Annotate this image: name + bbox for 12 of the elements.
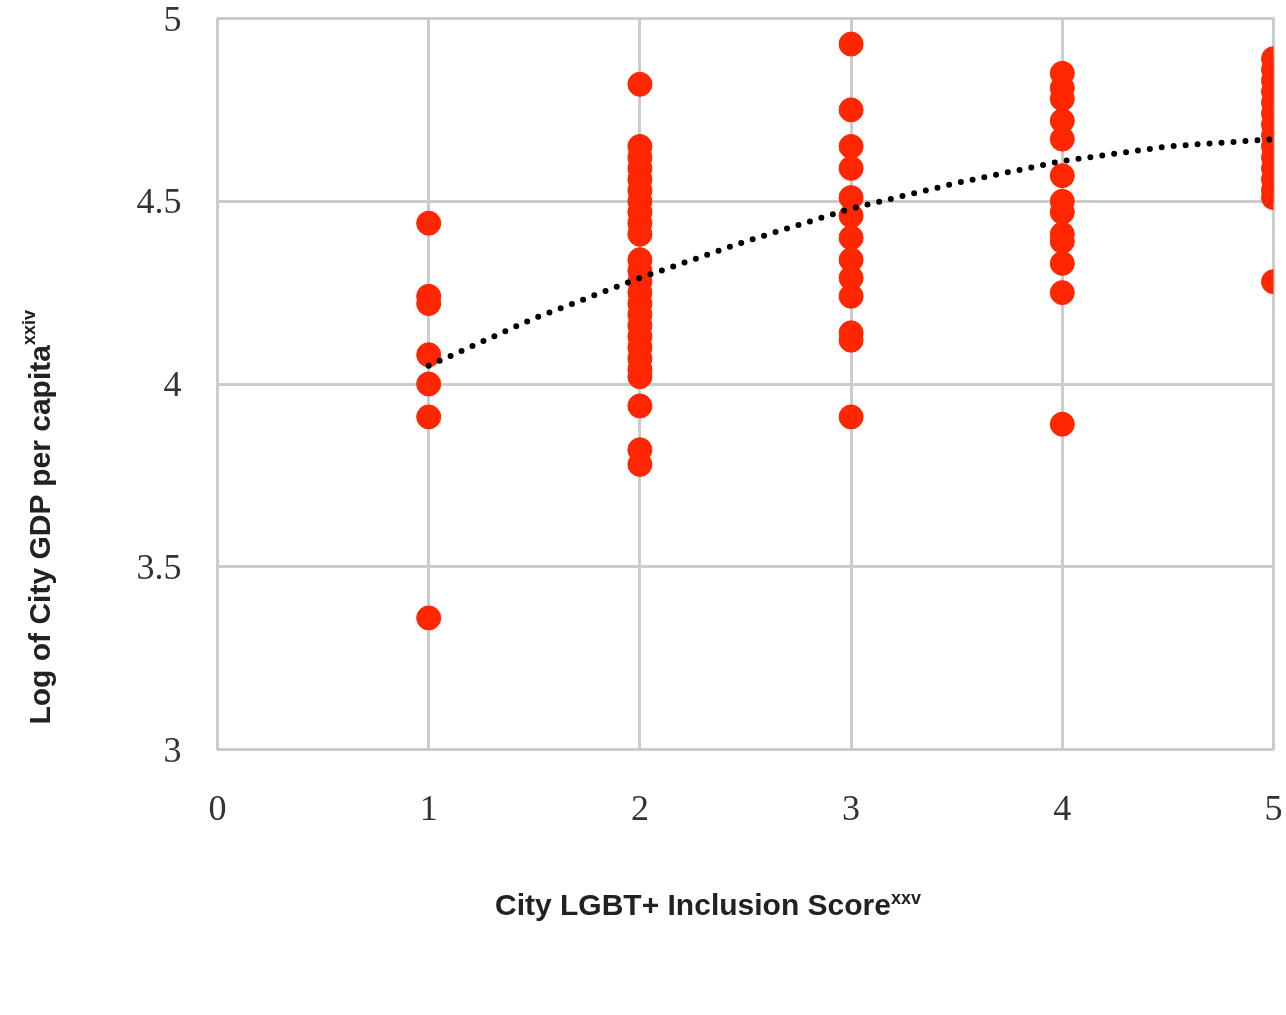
- x-tick-label: 0: [208, 787, 227, 828]
- y-tick-label: 3.5: [136, 546, 182, 587]
- x-tick-label: 3: [842, 787, 861, 828]
- y-tick-label: 3: [163, 729, 182, 770]
- x-tick-label: 1: [419, 787, 438, 828]
- x-axis-title: City LGBT+ Inclusion Score$^{xxv}$: [495, 888, 921, 921]
- y-tick-label: 4: [163, 364, 182, 404]
- y-tick-label: 5: [163, 0, 182, 39]
- x-tick-label: 2: [630, 787, 649, 828]
- x-tick-label: 5: [1264, 787, 1283, 828]
- y-tick-label: 4.5: [136, 181, 182, 222]
- x-tick-label: 4: [1053, 787, 1072, 828]
